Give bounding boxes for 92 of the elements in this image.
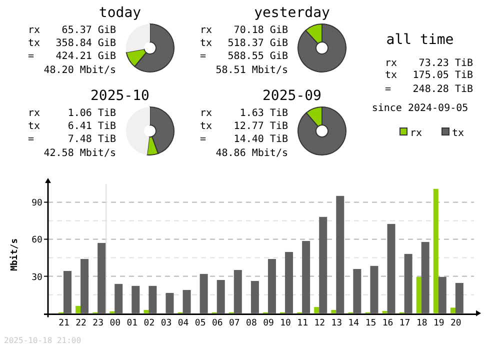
x-tick-label: 19: [433, 318, 444, 328]
text: all time: [386, 32, 454, 48]
bar: [144, 310, 149, 314]
bar: [64, 270, 72, 314]
bar: [182, 290, 191, 314]
bar: [314, 307, 320, 314]
bar: [416, 276, 422, 314]
x-tick-label: 02: [144, 318, 155, 328]
bar: [200, 274, 208, 314]
x-tick-label: 13: [331, 318, 342, 328]
bar: [319, 216, 328, 314]
text: = 248.28 TiB: [385, 84, 473, 95]
chart-title: 2025-10: [90, 88, 150, 104]
bar: [80, 258, 89, 314]
bar: [114, 284, 123, 314]
bar: [132, 286, 140, 314]
bar: [353, 268, 362, 314]
chart-title: today: [98, 5, 142, 21]
x-tick-label: 21: [58, 318, 70, 328]
x-tick-label: 10: [280, 318, 291, 328]
bar: [76, 306, 81, 314]
bar: [450, 308, 456, 314]
bar: [438, 276, 446, 314]
y-axis-title: Mbit/s: [9, 238, 20, 271]
x-tick-label: 01: [126, 318, 138, 328]
bar: [98, 242, 106, 314]
donut-slice: [126, 24, 150, 52]
text: = 424.21 GiB: [28, 51, 116, 62]
bar: [387, 224, 396, 314]
x-tick-label: 07: [229, 318, 240, 328]
bar: [404, 254, 412, 314]
x-tick-label: 00: [110, 318, 121, 328]
legend-label: rx: [410, 128, 422, 139]
text: tx 6.41 TiB: [28, 121, 116, 132]
x-tick-label: 17: [399, 318, 410, 328]
x-tick-label: 20: [450, 318, 462, 328]
bar: [336, 196, 344, 314]
donut-slice: [126, 107, 150, 155]
x-tick-label: 04: [178, 318, 189, 328]
legend-label: tx: [452, 128, 464, 139]
text: rx 70.18 GiB: [200, 25, 288, 36]
text: tx 518.37 GiB: [200, 38, 288, 49]
x-tick-label: 15: [365, 318, 376, 328]
x-tick-label: 14: [348, 318, 360, 328]
bar: [455, 282, 464, 314]
text: 42.58 Mbit/s: [44, 148, 116, 159]
x-tick-label: 06: [212, 318, 223, 328]
x-tick-label: 16: [382, 318, 394, 328]
text: since 2024-09-05: [372, 103, 468, 114]
x-tick-label: 23: [92, 318, 104, 328]
text: 48.86 Mbit/s: [216, 148, 288, 159]
y-tick-label: 60: [32, 236, 42, 246]
bar: [166, 292, 174, 314]
donut-slice: [298, 106, 346, 156]
donut-slice: [298, 24, 346, 72]
bar: [302, 240, 310, 314]
x-tick-label: 11: [297, 318, 308, 328]
x-tick-label: 08: [246, 318, 257, 328]
x-tick-label: 18: [416, 318, 428, 328]
x-tick-label: 03: [160, 318, 172, 328]
bar: [250, 280, 259, 314]
chart-title: yesterday: [254, 5, 330, 21]
y-tick-label: 30: [32, 272, 42, 283]
bar: [216, 280, 225, 314]
text: rx 1.06 TiB: [28, 108, 116, 119]
bar: [234, 270, 242, 314]
bar: [433, 188, 438, 314]
chart-title: 2025-09: [262, 88, 322, 104]
text: 58.51 Mbit/s: [216, 65, 288, 76]
bar: [370, 266, 378, 314]
text: tx 12.77 TiB: [200, 121, 288, 132]
text: tx 358.84 GiB: [28, 38, 116, 49]
text: rx 73.23 TiB: [385, 58, 473, 69]
bar: [331, 310, 336, 314]
bar: [382, 310, 388, 314]
text: rx 65.37 GiB: [28, 25, 116, 36]
bar: [285, 252, 294, 314]
x-tick-label: 22: [76, 318, 86, 328]
text: = 588.55 GiB: [200, 51, 288, 62]
x-tick-label: 12: [314, 318, 326, 328]
text: = 7.48 TiB: [28, 134, 116, 145]
bar: [421, 242, 430, 314]
bar: [268, 258, 276, 314]
x-tick-label: 09: [263, 318, 274, 328]
bar: [148, 286, 157, 314]
text: rx 1.63 TiB: [200, 108, 288, 119]
y-tick-label: 90: [32, 198, 42, 209]
text: tx 175.05 TiB: [385, 70, 473, 81]
x-tick-label: 05: [194, 318, 206, 328]
text: 48.20 Mbit/s: [44, 65, 116, 76]
donut-slice: [150, 106, 174, 154]
text: = 14.40 TiB: [200, 134, 288, 145]
